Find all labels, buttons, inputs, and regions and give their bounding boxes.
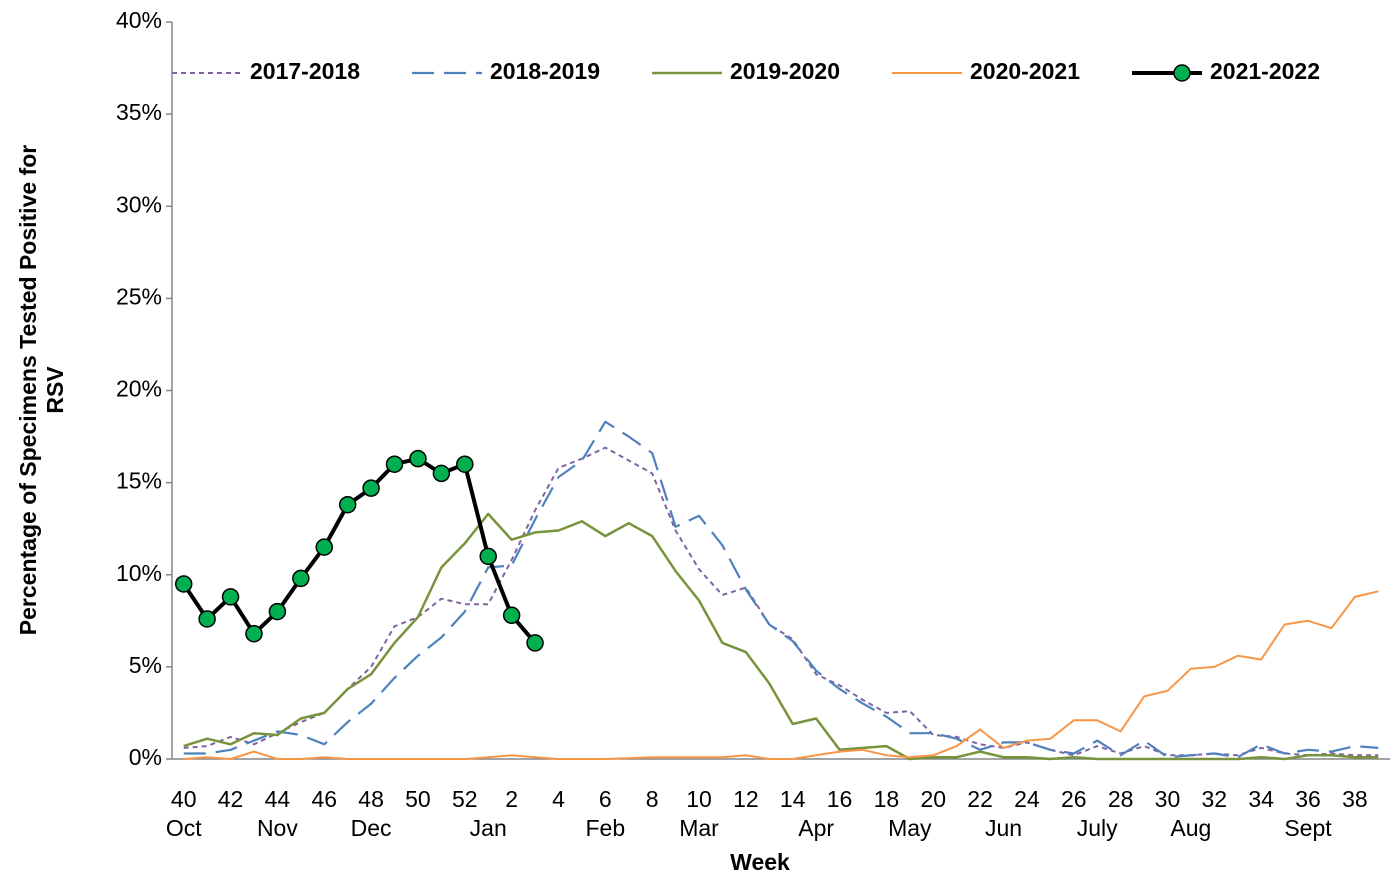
point-marker bbox=[338, 495, 357, 514]
x-tick-label: 16 bbox=[827, 786, 853, 812]
x-tick-label: 52 bbox=[452, 786, 478, 812]
y-tick-label: 40% bbox=[116, 7, 162, 33]
x-tick-label: 44 bbox=[265, 786, 291, 812]
series-line bbox=[183, 446, 1379, 757]
x-tick-label: 2 bbox=[505, 786, 518, 812]
legend-label: 2019-2020 bbox=[730, 58, 840, 84]
x-tick-label: 14 bbox=[780, 786, 806, 812]
point-marker bbox=[292, 569, 310, 588]
point-marker bbox=[456, 455, 474, 473]
x-tick-label: 28 bbox=[1108, 786, 1134, 812]
point-marker bbox=[221, 588, 240, 606]
point-marker bbox=[362, 479, 380, 497]
x-tick-label: 12 bbox=[733, 786, 759, 812]
x-tick-label: 40 bbox=[171, 786, 197, 812]
x-tick-label: 4 bbox=[552, 786, 565, 812]
point-marker bbox=[385, 455, 404, 473]
month-label: July bbox=[1077, 815, 1118, 841]
point-marker bbox=[409, 449, 427, 468]
y-tick-label: 0% bbox=[129, 744, 162, 770]
y-tick-label: 10% bbox=[116, 560, 162, 586]
month-label: Feb bbox=[586, 815, 626, 841]
x-tick-label: 32 bbox=[1202, 786, 1228, 812]
x-tick-label: 26 bbox=[1061, 786, 1087, 812]
month-label: Aug bbox=[1170, 815, 1211, 841]
x-tick-label: 18 bbox=[874, 786, 900, 812]
month-label: Dec bbox=[351, 815, 392, 841]
point-marker bbox=[245, 624, 263, 643]
y-tick-label: 5% bbox=[129, 652, 162, 678]
x-tick-label: 50 bbox=[405, 786, 431, 812]
point-marker bbox=[479, 547, 497, 566]
x-tick-label: 38 bbox=[1342, 786, 1368, 812]
y-tick-label: 25% bbox=[116, 283, 162, 309]
x-tick-label: 42 bbox=[218, 786, 244, 812]
legend-marker bbox=[1173, 64, 1191, 82]
x-tick-label: 48 bbox=[358, 786, 384, 812]
legend-label: 2018-2019 bbox=[490, 58, 600, 84]
x-tick-label: 20 bbox=[920, 786, 946, 812]
series-line bbox=[183, 590, 1379, 760]
point-marker bbox=[315, 538, 333, 556]
legend-label: 2020-2021 bbox=[970, 58, 1080, 84]
month-label: Mar bbox=[679, 815, 719, 841]
month-label: Nov bbox=[257, 815, 298, 841]
point-marker bbox=[198, 610, 216, 628]
month-label: Jan bbox=[470, 815, 507, 841]
x-tick-label: 36 bbox=[1295, 786, 1321, 812]
month-label: Apr bbox=[798, 815, 834, 841]
point-marker bbox=[432, 464, 451, 483]
x-tick-label: 30 bbox=[1155, 786, 1181, 812]
point-marker bbox=[268, 602, 287, 621]
month-label: Oct bbox=[166, 815, 202, 841]
month-label: May bbox=[888, 815, 932, 841]
x-tick-label: 46 bbox=[311, 786, 337, 812]
x-tick-label: 22 bbox=[967, 786, 993, 812]
x-axis-title: Week bbox=[730, 849, 790, 875]
point-marker bbox=[502, 606, 521, 625]
y-axis-title-line: Percentage of Specimens Tested Positive … bbox=[15, 145, 41, 635]
legend-label: 2017-2018 bbox=[250, 58, 360, 84]
month-label: Sept bbox=[1284, 815, 1332, 841]
x-tick-label: 34 bbox=[1248, 786, 1274, 812]
point-marker bbox=[526, 634, 544, 652]
legend-label: 2021-2022 bbox=[1210, 58, 1320, 84]
series-line bbox=[182, 456, 537, 645]
y-axis-title: Percentage of Specimens Tested Positive … bbox=[15, 145, 68, 635]
series-line bbox=[183, 420, 1379, 759]
x-tick-label: 6 bbox=[599, 786, 612, 812]
x-tick-label: 10 bbox=[686, 786, 712, 812]
y-tick-label: 30% bbox=[116, 191, 162, 217]
x-tick-label: 24 bbox=[1014, 786, 1040, 812]
y-tick-label: 35% bbox=[116, 99, 162, 125]
y-tick-label: 15% bbox=[116, 468, 162, 494]
month-label: Jun bbox=[985, 815, 1022, 841]
point-marker bbox=[174, 575, 193, 593]
y-tick-label: 20% bbox=[116, 376, 162, 402]
series-line bbox=[183, 512, 1379, 761]
y-axis-title-line: RSV bbox=[42, 366, 68, 414]
x-tick-label: 8 bbox=[646, 786, 659, 812]
